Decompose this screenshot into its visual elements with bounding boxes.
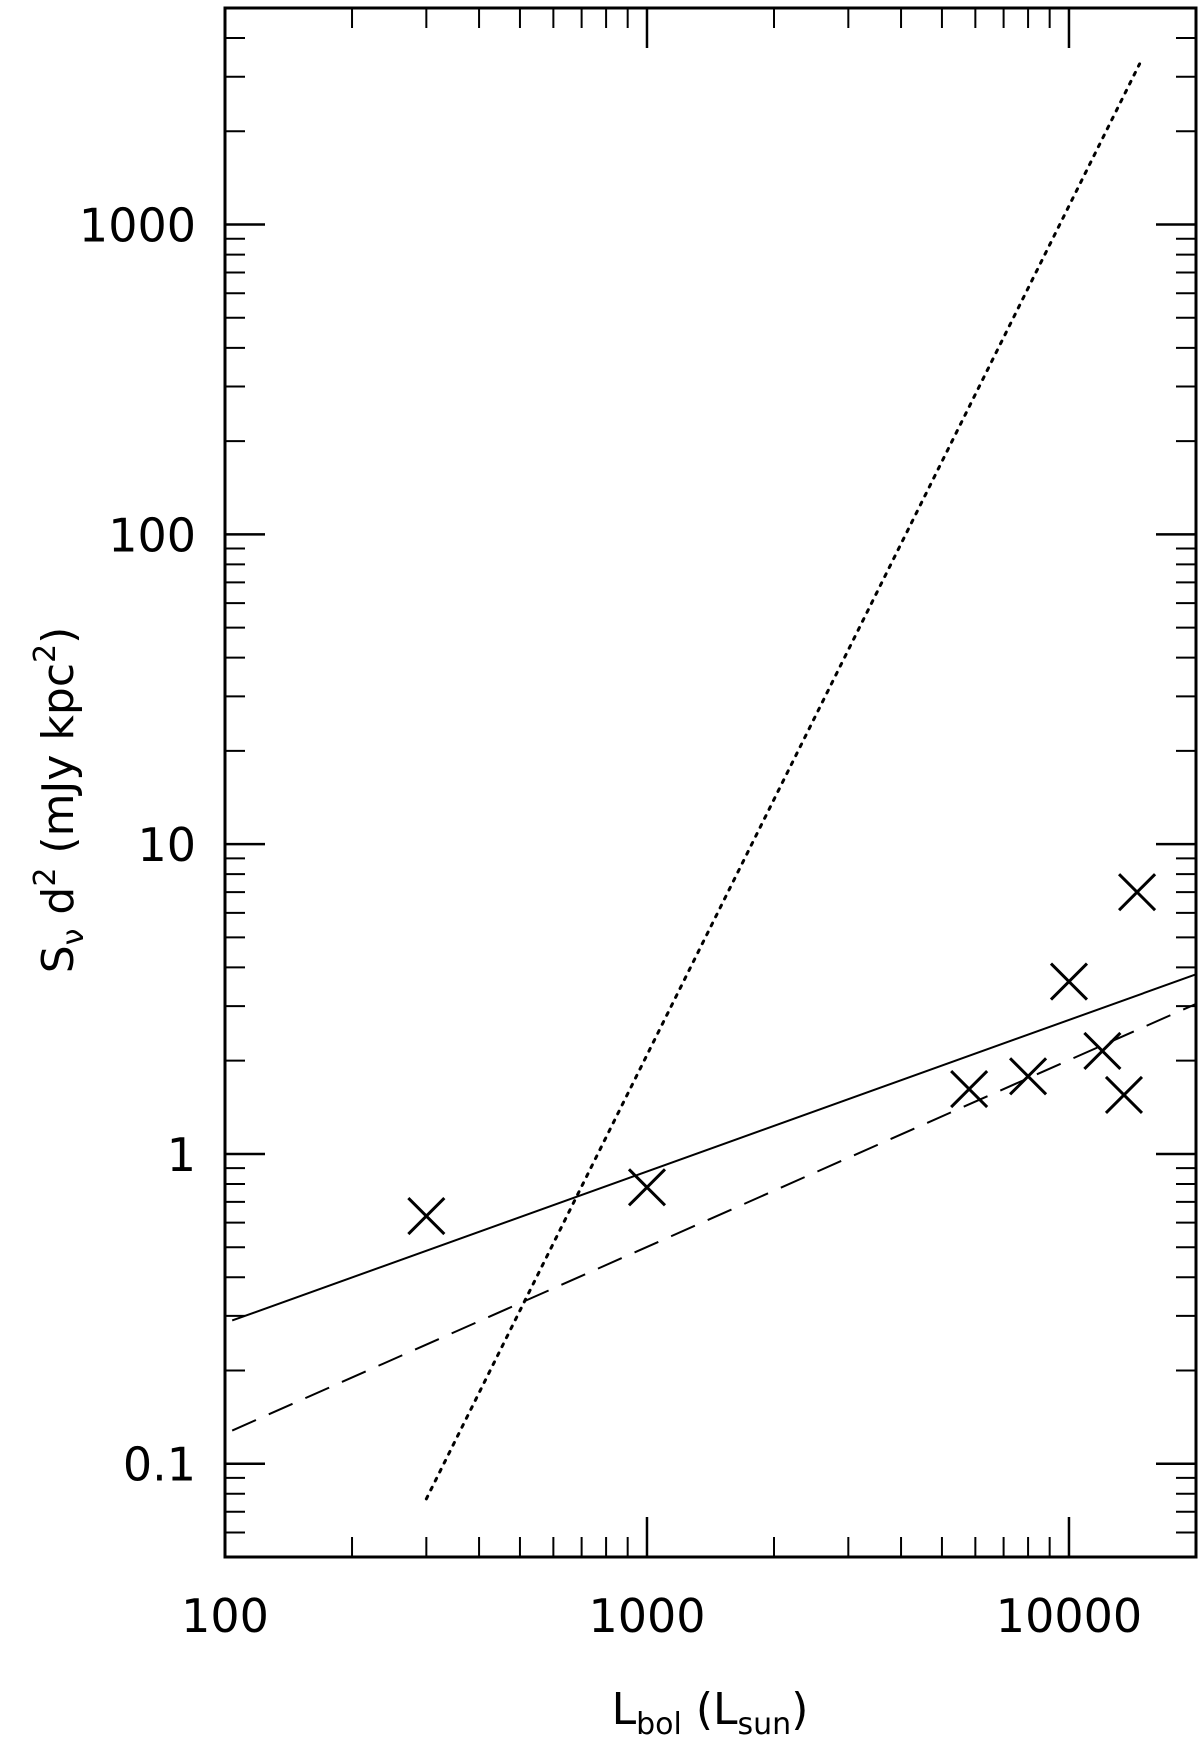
plot-frame: [223, 6, 1198, 1559]
data-point-marker: [1083, 1031, 1122, 1071]
x-axis-ticks: 100 1000 10000: [181, 8, 1142, 1643]
data-point-marker: [1009, 1057, 1048, 1096]
y-tick-label: 1000: [79, 199, 196, 253]
y-tick-label: 0.1: [123, 1438, 196, 1492]
data-point-marker: [950, 1069, 989, 1109]
data-point-marker: [407, 1197, 446, 1236]
data-point-marker: [1104, 1075, 1144, 1115]
x-axis-title: Lbol (Lsun): [612, 1684, 809, 1739]
dotted-fit-line: [424, 62, 1142, 1501]
y-axis-ticks: 0.1 1 10 100 1000: [79, 199, 1196, 1492]
y-axis-title: Sν d2 (mJy kpc2): [28, 627, 91, 974]
dashed-fit-line: [231, 1002, 1197, 1432]
data-point-marker: [1049, 962, 1089, 1001]
x-tick-label: 10000: [996, 1589, 1142, 1643]
data-point-marker: [627, 1168, 667, 1207]
data-points: [407, 873, 1157, 1236]
solid-fit-line: [231, 973, 1197, 1322]
data-point-marker: [1118, 873, 1157, 912]
y-tick-label: 100: [108, 508, 196, 562]
y-tick-label: 10: [137, 818, 196, 872]
fit-lines: [231, 62, 1197, 1501]
x-tick-label: 100: [181, 1589, 269, 1643]
y-tick-label: 1: [167, 1128, 196, 1182]
x-tick-label: 1000: [588, 1589, 705, 1643]
minor-ticks: [225, 7, 1197, 1558]
